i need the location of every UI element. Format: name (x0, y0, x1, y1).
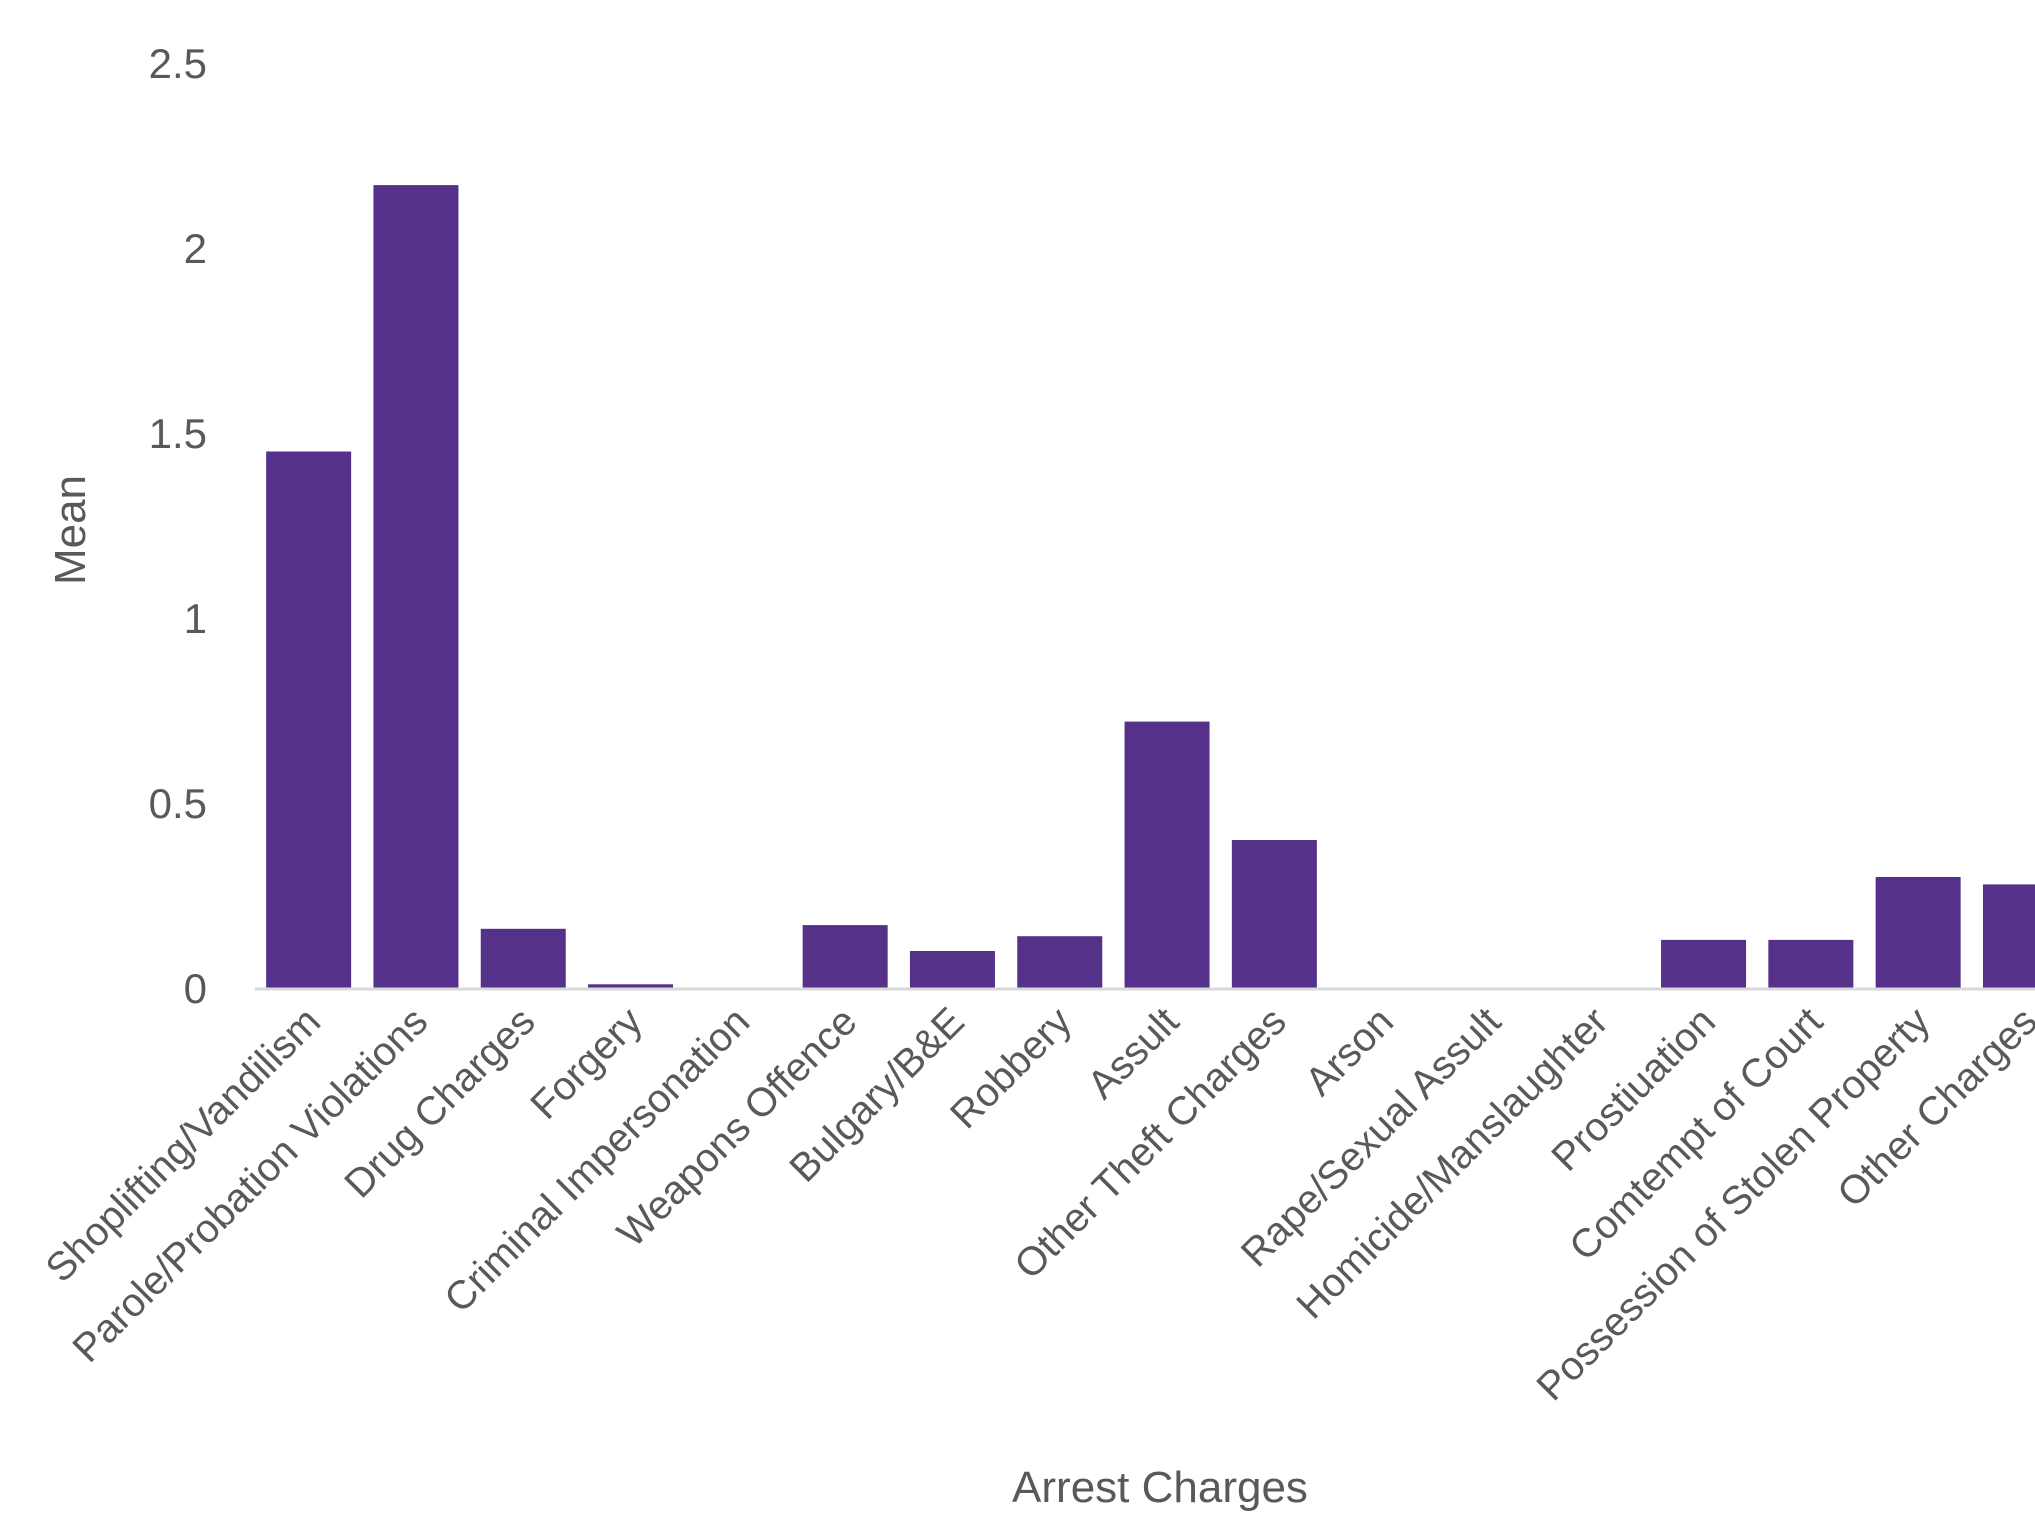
bar (909, 951, 995, 988)
bar (1768, 939, 1854, 988)
bar (588, 984, 674, 988)
y-tick-label: 2.5 (149, 40, 207, 87)
x-category-label: Arson (1297, 999, 1402, 1104)
bar (480, 928, 566, 988)
y-axis-ticks: 0 0.5 1 1.5 2 2.5 (149, 40, 207, 1012)
bars (266, 185, 2035, 989)
y-tick-label: 2 (184, 225, 207, 272)
y-tick-label: 1 (184, 595, 207, 642)
x-category-label: Robbery (942, 999, 1080, 1137)
x-axis-title: Arrest Charges (1012, 1463, 1308, 1512)
bar (1124, 721, 1210, 988)
bar (1231, 840, 1317, 988)
bar (266, 451, 352, 988)
bar (802, 925, 888, 988)
bar (1661, 939, 1747, 988)
y-tick-label: 0 (184, 965, 207, 1012)
x-category-label: Possession of Stolen Property (1529, 999, 1939, 1409)
bar (373, 185, 459, 989)
bar (1017, 936, 1103, 988)
y-tick-label: 1.5 (149, 410, 207, 457)
bar (1875, 877, 1961, 988)
y-axis-title: Mean (46, 475, 95, 585)
bar (1982, 884, 2035, 988)
y-tick-label: 0.5 (149, 780, 207, 827)
x-category-label: Drug Charges (336, 999, 543, 1206)
